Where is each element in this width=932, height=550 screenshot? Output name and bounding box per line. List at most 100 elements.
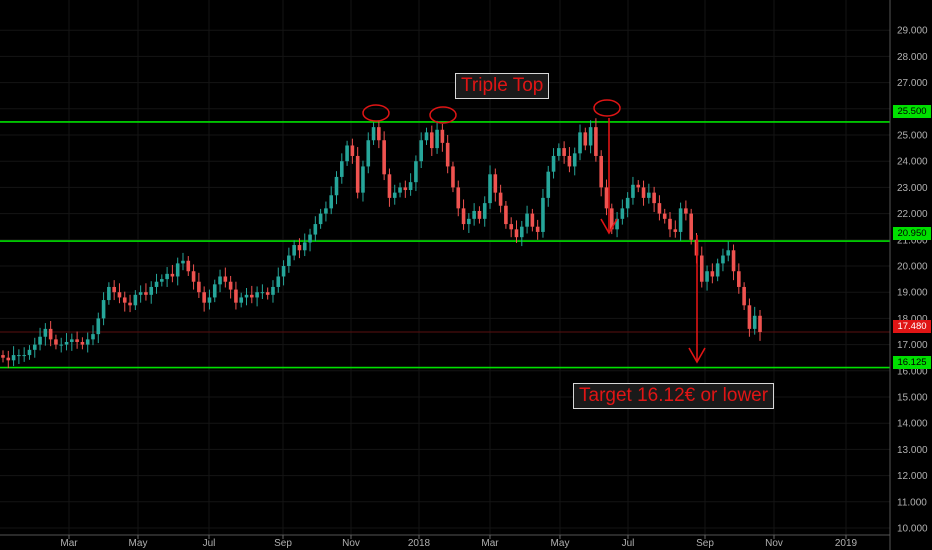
candle-body xyxy=(1,355,5,358)
candle-body xyxy=(498,192,503,206)
y-tick-label: 22.000 xyxy=(897,209,928,220)
candle-body xyxy=(165,273,169,280)
candle-body xyxy=(699,255,704,282)
candle-body xyxy=(594,127,598,156)
candle-body xyxy=(17,355,21,357)
candle-body xyxy=(64,341,69,345)
candle-body xyxy=(144,292,148,295)
candle-body xyxy=(599,155,603,188)
candle-body xyxy=(662,213,667,219)
candle-body xyxy=(239,297,244,303)
y-tick-label: 20.000 xyxy=(897,262,928,273)
candle-body xyxy=(244,294,249,298)
candle-body xyxy=(324,208,328,214)
candle-body xyxy=(551,155,556,172)
candle-body xyxy=(647,192,651,198)
candle-body xyxy=(572,153,577,167)
x-tick-label: 2018 xyxy=(408,538,431,549)
neckline-price-tag: 20.950 xyxy=(893,227,931,240)
y-tick-label: 13.000 xyxy=(897,445,928,456)
candle-body xyxy=(509,224,513,230)
triple-top-annotation: Triple Top xyxy=(455,73,550,99)
candle-body xyxy=(382,140,386,175)
candle-body xyxy=(292,245,296,256)
candle-body xyxy=(387,174,392,198)
candle-body xyxy=(250,294,254,298)
candle-body xyxy=(313,224,318,235)
candle-body xyxy=(27,349,32,356)
candle-body xyxy=(398,187,402,193)
candle-body xyxy=(609,208,614,230)
time-axis[interactable]: Mar May Jul Sep Nov 2018 Mar May Jul Sep Nov 2019 xyxy=(60,535,858,549)
candle-body xyxy=(339,161,344,177)
candle-body xyxy=(435,129,439,149)
candle-body xyxy=(371,127,376,141)
candle-body xyxy=(308,234,312,243)
candle-body xyxy=(260,292,265,294)
candle-body xyxy=(758,315,762,333)
candle-body xyxy=(535,226,540,232)
y-tick-label: 21.000 xyxy=(897,235,928,246)
candle-body xyxy=(530,213,535,227)
candle-body xyxy=(652,192,656,204)
candle-body xyxy=(271,286,275,295)
candle-body xyxy=(350,145,355,156)
x-tick-label: Jul xyxy=(622,538,635,549)
candle-body xyxy=(546,171,551,198)
candle-body xyxy=(541,197,545,232)
candle-body xyxy=(678,208,683,232)
horizontal-levels xyxy=(0,121,890,369)
candle-body xyxy=(493,174,498,193)
target-price-tag: 16.125 xyxy=(893,356,931,369)
candle-body xyxy=(366,140,371,167)
candle-body xyxy=(731,250,736,272)
candle-body xyxy=(488,174,492,204)
candle-body xyxy=(138,292,143,295)
candle-body xyxy=(101,300,106,319)
candle-body xyxy=(112,286,116,293)
candle-body xyxy=(22,355,26,357)
candle-body xyxy=(620,208,625,219)
candle-body xyxy=(329,195,334,209)
candle-body xyxy=(117,292,122,298)
candle-body xyxy=(212,284,217,298)
candle-body xyxy=(234,289,238,303)
candle-body xyxy=(705,271,709,282)
candle-body xyxy=(721,255,725,264)
y-tick-label: 12.000 xyxy=(897,471,928,482)
candle-body xyxy=(583,132,588,146)
candle-body xyxy=(557,148,561,156)
candle-body xyxy=(752,315,757,329)
candle-body xyxy=(287,255,291,266)
y-tick-label: 16.000 xyxy=(897,366,928,377)
candle-body xyxy=(11,355,16,361)
target-arrow-head xyxy=(688,347,706,364)
candle-body xyxy=(218,276,222,285)
candle-body xyxy=(202,292,206,303)
price-axis[interactable]: 10.000 11.000 12.000 13.000 14.000 15.000 16.0… xyxy=(897,26,928,535)
candle-body xyxy=(128,302,132,306)
candle-body xyxy=(154,281,159,287)
x-tick-label: Nov xyxy=(765,538,783,549)
candle-body xyxy=(149,286,154,295)
candle-body xyxy=(525,213,529,227)
candle-body xyxy=(122,297,127,303)
candle-body xyxy=(96,318,101,335)
y-tick-label: 23.000 xyxy=(897,183,928,194)
pattern-height-arrow-head xyxy=(600,218,618,235)
candle-body xyxy=(255,292,259,298)
y-tick-label: 14.000 xyxy=(897,419,928,430)
candle-body xyxy=(207,297,212,303)
candle-body xyxy=(91,334,95,340)
candle-body xyxy=(75,339,79,342)
candle-body xyxy=(657,203,662,214)
candle-body xyxy=(133,294,138,306)
y-tick-label: 24.000 xyxy=(897,157,928,168)
candle-body xyxy=(414,161,418,183)
candle-body xyxy=(472,210,476,219)
candle-body xyxy=(625,197,630,209)
candle-body xyxy=(54,339,58,345)
candle-body xyxy=(228,281,233,290)
y-tick-label: 29.000 xyxy=(897,26,928,37)
candle-body xyxy=(429,132,434,149)
